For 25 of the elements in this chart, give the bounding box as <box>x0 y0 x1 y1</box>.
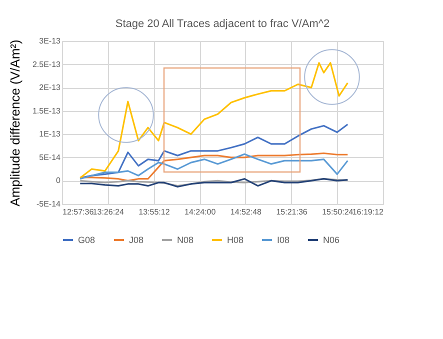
line-series <box>79 62 348 179</box>
x-tick-label: 14:24:00 <box>184 208 216 216</box>
y-tick-label: 2.5E-13 <box>32 60 62 69</box>
y-tick-label: 0 <box>56 176 62 186</box>
legend-label: G08 <box>78 235 96 245</box>
y-tick-label: -5E-14 <box>36 200 62 208</box>
x-tick-label: 16:19:12 <box>352 208 384 216</box>
y-tick-label: 1E-13 <box>39 130 62 139</box>
y-tick-label: 5E-14 <box>39 152 62 162</box>
y-axis-title: Amplitude difference (V/Am²) <box>7 40 22 206</box>
legend-label: N06 <box>323 235 340 245</box>
x-tick-label: 15:50:24 <box>322 208 354 216</box>
legend-label: H08 <box>227 235 244 245</box>
x-tick-label: 13:55:12 <box>138 208 170 216</box>
y-tick-label: 3E-13 <box>39 36 62 46</box>
x-tick-label: 14:52:48 <box>230 208 262 216</box>
y-tick-label: 1.5E-13 <box>32 106 62 116</box>
legend-label: N08 <box>177 235 194 245</box>
y-tick-label: 2E-13 <box>39 83 62 92</box>
legend-label: I08 <box>277 235 290 245</box>
x-tick-label: 15:21:36 <box>276 208 308 216</box>
x-tick-label: 12:57:36 <box>62 208 94 216</box>
x-tick-label: 13:26:24 <box>92 208 124 216</box>
legend-label: J08 <box>129 235 144 245</box>
chart-title: Stage 20 All Traces adjacent to frac V/Am^2 <box>115 18 330 30</box>
